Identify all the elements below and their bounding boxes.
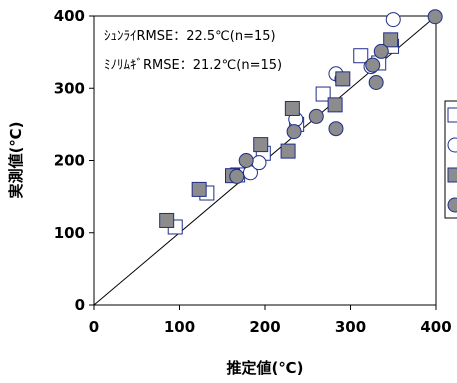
data-point-series-1 <box>315 86 331 102</box>
x-tick-label: 100 <box>164 318 195 336</box>
legend-marker-series-1 <box>447 107 457 123</box>
data-point-series-3 <box>284 100 300 116</box>
y-tick-label: 100 <box>54 224 85 242</box>
data-point-series-3 <box>383 32 399 48</box>
legend-marker-series-2 <box>447 137 457 153</box>
legend <box>444 100 457 219</box>
data-point-series-4 <box>365 57 381 73</box>
data-point-series-4 <box>308 108 324 124</box>
y-tick-label: 400 <box>54 7 85 25</box>
data-point-series-2 <box>385 12 401 28</box>
data-point-series-4 <box>427 9 443 25</box>
x-tick-label: 200 <box>249 318 280 336</box>
axes: 0 100 200 300 400 0 100 200 300 400 <box>54 7 452 336</box>
x-tick-label: 400 <box>420 318 451 336</box>
annotation-rmse-2: ﾐﾉﾘﾑｷﾞRMSE：21.2℃(n=15) <box>104 58 282 73</box>
data-point-series-2 <box>251 155 267 171</box>
legend-marker-series-4 <box>447 197 457 213</box>
legend-marker-series-3 <box>447 167 457 183</box>
data-point-series-3 <box>253 137 269 153</box>
data-point-series-3 <box>280 143 296 159</box>
annotation-rmse-1: ｼｭﾝﾗｲRMSE：22.5℃(n=15) <box>104 29 276 44</box>
data-point-series-3 <box>191 181 207 197</box>
y-tick-label: 300 <box>54 79 85 97</box>
data-point-series-4 <box>229 168 245 184</box>
x-tick-label: 0 <box>89 318 99 336</box>
data-point-series-4 <box>328 121 344 137</box>
data-point-series-3 <box>159 212 175 228</box>
x-axis-title: 推定値(℃) <box>227 359 304 377</box>
data-point-series-4 <box>373 43 389 59</box>
x-tick-label: 300 <box>335 318 366 336</box>
legend-box <box>444 100 457 219</box>
data-points <box>159 9 443 235</box>
y-tick-label: 0 <box>75 296 85 314</box>
data-point-series-3 <box>335 71 351 87</box>
y-axis-title: 実測値(℃) <box>7 122 25 199</box>
y-tick-label: 200 <box>54 152 85 170</box>
data-point-series-4 <box>286 124 302 140</box>
data-point-series-3 <box>327 97 343 113</box>
data-point-series-1 <box>353 48 369 64</box>
data-point-series-4 <box>238 153 254 168</box>
data-point-series-4 <box>368 74 384 90</box>
